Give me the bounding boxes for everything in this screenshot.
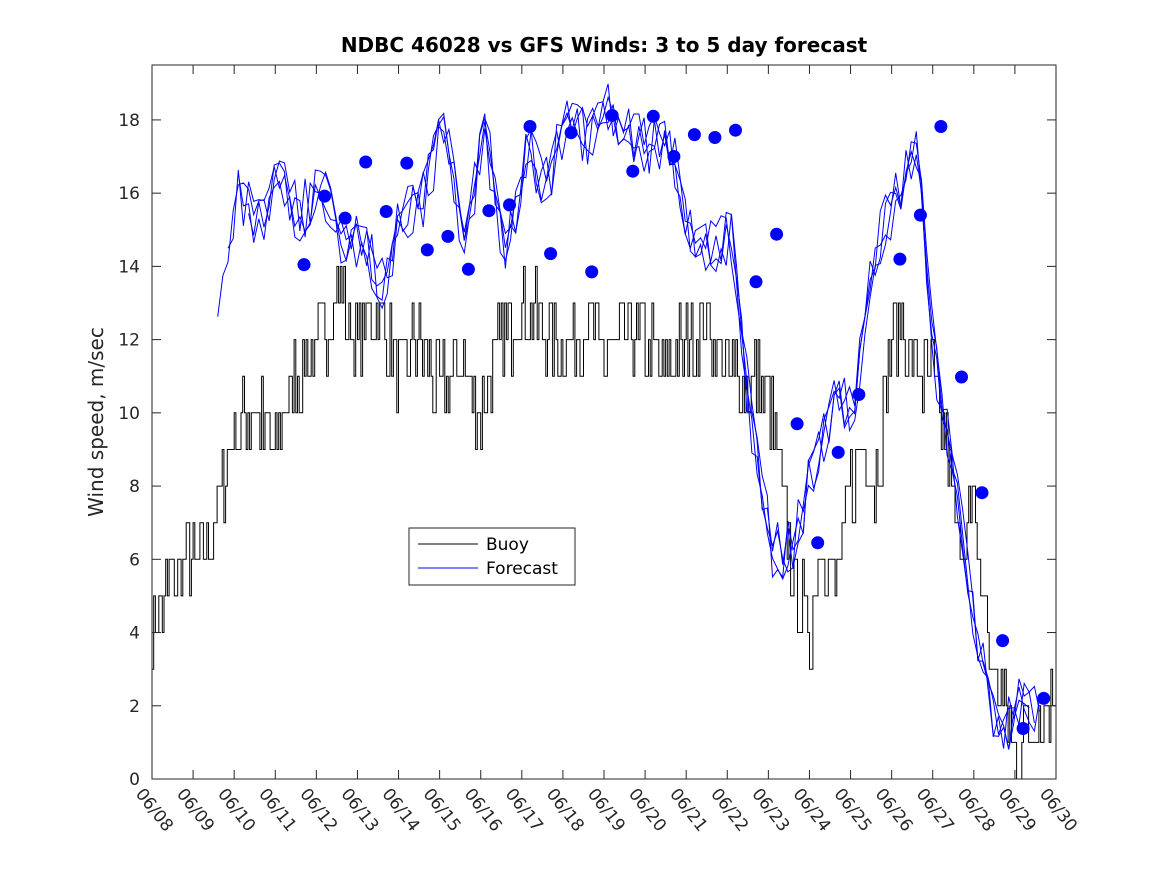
chart-title: NDBC 46028 vs GFS Winds: 3 to 5 day fore… [341, 33, 868, 57]
forecast-marker [646, 109, 660, 123]
forecast-marker [420, 243, 434, 257]
forecast-marker [297, 258, 311, 272]
forecast-marker [893, 252, 907, 266]
forecast-marker [564, 126, 578, 140]
forecast-marker [503, 198, 516, 212]
forecast-marker [729, 123, 742, 137]
y-tick-label: 16 [118, 184, 140, 204]
y-tick-label: 2 [129, 697, 140, 717]
y-axis-ticks: 0 2 4 6 8 10 12 14 16 18 [118, 111, 1056, 790]
y-tick-label: 18 [118, 111, 140, 131]
forecast-marker [626, 164, 640, 178]
forecast-marker [687, 128, 701, 142]
forecast-marker [667, 150, 681, 163]
forecast-marker [400, 156, 414, 170]
legend: Buoy Forecast [408, 527, 576, 586]
forecast-marker [359, 155, 373, 169]
y-tick-label: 0 [129, 770, 140, 790]
forecast-marker [811, 536, 825, 550]
y-tick-label: 4 [129, 624, 140, 644]
forecast-marker [934, 120, 948, 133]
plot-area [152, 65, 1056, 779]
legend-box [408, 527, 576, 586]
forecast-markers [297, 109, 1051, 735]
forecast-marker [955, 370, 968, 384]
buoy-line [152, 265, 1056, 780]
forecast-marker [770, 227, 784, 241]
forecast-marker [790, 417, 804, 431]
y-tick-label: 12 [118, 331, 140, 351]
forecast-marker [996, 634, 1010, 648]
y-tick-label: 14 [118, 257, 140, 277]
forecast-marker [585, 265, 599, 279]
forecast-marker [441, 229, 455, 243]
forecast-marker [852, 388, 866, 401]
legend-buoy-label: Buoy [486, 535, 529, 555]
forecast-marker [461, 262, 475, 276]
forecast-marker [913, 208, 927, 222]
forecast-marker [523, 120, 537, 133]
forecast-marker [605, 109, 619, 122]
forecast-line [237, 104, 1035, 735]
forecast-marker [1016, 722, 1030, 735]
forecast-marker [318, 189, 332, 203]
forecast-marker [831, 445, 845, 459]
forecast-marker [338, 211, 352, 225]
forecast-series [217, 83, 1041, 750]
y-tick-label: 10 [118, 404, 140, 424]
forecast-marker [379, 205, 393, 218]
forecast-marker [975, 486, 989, 500]
y-tick-label: 6 [129, 550, 140, 570]
forecast-marker [1037, 691, 1051, 705]
y-axis-label: Wind speed, m/sec [84, 327, 108, 517]
buoy-series [152, 265, 1056, 780]
forecast-line [248, 83, 1030, 749]
legend-forecast-label: Forecast [486, 559, 558, 579]
forecast-marker [749, 275, 763, 289]
y-tick-label: 8 [129, 477, 140, 497]
forecast-marker [482, 204, 496, 218]
forecast-marker [544, 247, 558, 261]
forecast-marker [708, 131, 722, 144]
